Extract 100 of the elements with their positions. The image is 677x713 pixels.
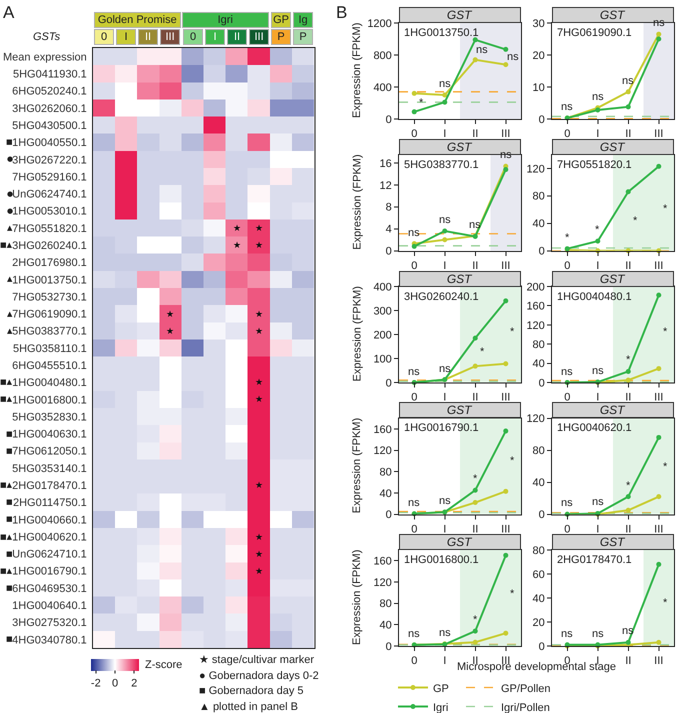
y-tick-label: 0 bbox=[386, 377, 392, 390]
y-tick-label: 80 bbox=[380, 598, 392, 610]
y-tick-label: 1HG0040630.1 bbox=[12, 428, 87, 441]
x-tick-label: III bbox=[165, 31, 175, 43]
y-tick-label: 6HG0469530.1 bbox=[12, 582, 87, 595]
y-tick-label: 1HG0040550.1 bbox=[12, 137, 87, 150]
y-tick-label: 100 bbox=[373, 353, 392, 366]
y-tick-label: 160 bbox=[526, 300, 545, 313]
y-tick-label: 0 bbox=[386, 640, 392, 653]
y-tick-label: 10 bbox=[532, 82, 545, 94]
y-tick-label: 5HG0430500.1 bbox=[12, 120, 87, 132]
annotation: ns bbox=[561, 497, 574, 509]
y-tick-label: 40 bbox=[532, 358, 545, 370]
chart-title: GST bbox=[446, 140, 474, 154]
y-axis-title: Expression (FPKM) bbox=[351, 22, 363, 118]
annotation: ns bbox=[408, 227, 420, 239]
data-label: ★ bbox=[232, 224, 242, 234]
annotation: * bbox=[510, 455, 515, 467]
data-label: ★ bbox=[254, 550, 264, 560]
y-tick-label: 0 bbox=[538, 377, 545, 390]
y-tick-label: 1HG0040640.1 bbox=[12, 600, 87, 612]
y-tick-label: 0 bbox=[538, 114, 545, 126]
x-tick-label: 0 bbox=[564, 523, 570, 536]
data-label: ★ bbox=[254, 533, 264, 544]
y-tick-label: 1200 bbox=[367, 18, 392, 30]
y-tick-label: 120 bbox=[526, 163, 545, 176]
y-tick-label: 160 bbox=[373, 556, 392, 568]
y-tick-label: 40 bbox=[380, 488, 392, 500]
y-tick-label: 8 bbox=[386, 202, 392, 214]
annotation: * bbox=[473, 473, 478, 485]
x-tick-label: II bbox=[625, 523, 632, 536]
y-tick-label: 40 bbox=[380, 620, 392, 632]
y-tick-label: 2HG0176980.1 bbox=[12, 257, 87, 270]
chart-title: GST bbox=[600, 272, 626, 286]
x-tick-label: I bbox=[443, 128, 446, 140]
y-tick-label: 20 bbox=[532, 50, 545, 62]
chart-subtitle: 1HG0040620.1 bbox=[557, 422, 632, 434]
y-tick-label: 7HG0532730.1 bbox=[12, 291, 87, 304]
y-tick-label: 30 bbox=[532, 18, 545, 30]
chart-title: GST bbox=[446, 272, 474, 286]
x-tick-label: II bbox=[625, 128, 632, 140]
x-tick-label: I bbox=[214, 31, 217, 43]
y-tick-label: 6HG0455510.1 bbox=[12, 360, 87, 372]
text: Ig bbox=[298, 14, 308, 26]
x-tick-label: 0 bbox=[190, 31, 196, 43]
x-tick-label: III bbox=[501, 260, 510, 272]
chart-subtitle: 5HG0383770.1 bbox=[404, 159, 479, 171]
y-tick-label: 400 bbox=[373, 281, 392, 294]
y-tick-label: 5HG0352830.1 bbox=[12, 411, 87, 424]
legend-label: Igri/Pollen bbox=[501, 702, 550, 713]
annotation: * bbox=[626, 354, 631, 366]
y-axis-title: Expression (FPKM) bbox=[352, 286, 364, 382]
y-tick-label: 5HG0411930.1 bbox=[12, 68, 87, 81]
x-tick-label: I bbox=[443, 523, 446, 536]
annotation: * bbox=[419, 97, 424, 109]
y-tick-label: 3HG0262060.1 bbox=[12, 102, 87, 115]
color-bar-label: 2 bbox=[131, 678, 138, 690]
y-tick-label: 3HG0260240.1 bbox=[12, 240, 87, 252]
chart-subtitle: 1HG0013750.1 bbox=[404, 27, 479, 39]
y-tick-label: 160 bbox=[373, 424, 392, 436]
chart-title: GST bbox=[446, 535, 474, 549]
data-label: ★ bbox=[254, 395, 264, 406]
chart-subtitle: 7HG0551820.1 bbox=[557, 159, 632, 171]
annotation: ns bbox=[439, 363, 452, 375]
x-tick-label: III bbox=[654, 655, 664, 668]
x-tick-label: II bbox=[472, 392, 478, 404]
y-tick-label: 1HG0053010.1 bbox=[12, 206, 87, 218]
y-tick-label: 5HG0353140.1 bbox=[12, 462, 87, 475]
data-label: ★ bbox=[232, 241, 242, 252]
y-tick-label: 1HG0016800.1 bbox=[12, 394, 87, 406]
legend-label: GP/Pollen bbox=[501, 682, 551, 695]
chart-title: GST bbox=[446, 8, 474, 22]
chart-subtitle: 7HG0619090.1 bbox=[557, 27, 632, 39]
annotation: ns bbox=[592, 628, 604, 640]
legend-label: GP bbox=[433, 682, 449, 695]
y-axis-title: Expression (FPKM) bbox=[350, 418, 363, 514]
y-tick-label: 0 bbox=[386, 114, 392, 126]
y-tick-label: 7HG0612050.1 bbox=[12, 446, 87, 458]
data-label: ★ bbox=[254, 241, 264, 252]
y-tick-label: 4HG0340780.1 bbox=[12, 634, 87, 646]
annotation: * bbox=[626, 480, 631, 492]
y-tick-label: 2HG0114750.1 bbox=[12, 497, 87, 510]
chart-subtitle: 3HG0260240.1 bbox=[404, 291, 479, 303]
y-tick-label: Mean expression bbox=[3, 51, 87, 64]
data-label: ★ bbox=[254, 310, 264, 320]
y-tick-label: 80 bbox=[532, 445, 545, 458]
data-label: ★ bbox=[254, 481, 264, 492]
x-tick-label: III bbox=[501, 523, 510, 536]
annotation: * bbox=[510, 588, 515, 600]
text: ▲ plotted in panel B bbox=[199, 701, 298, 713]
x-tick-label: P bbox=[299, 31, 307, 43]
annotation: ns bbox=[408, 497, 420, 509]
y-tick-label: 3HG0267220.1 bbox=[12, 154, 87, 166]
y-tick-label: UnG0624710.1 bbox=[12, 548, 87, 561]
y-tick-label: 60 bbox=[532, 568, 545, 581]
annotation: * bbox=[480, 346, 485, 358]
x-tick-label: 0 bbox=[564, 128, 570, 140]
y-tick-label: 40 bbox=[532, 592, 545, 605]
x-tick-label: I bbox=[596, 523, 600, 536]
y-tick-label: 6HG0520240.1 bbox=[12, 86, 87, 98]
